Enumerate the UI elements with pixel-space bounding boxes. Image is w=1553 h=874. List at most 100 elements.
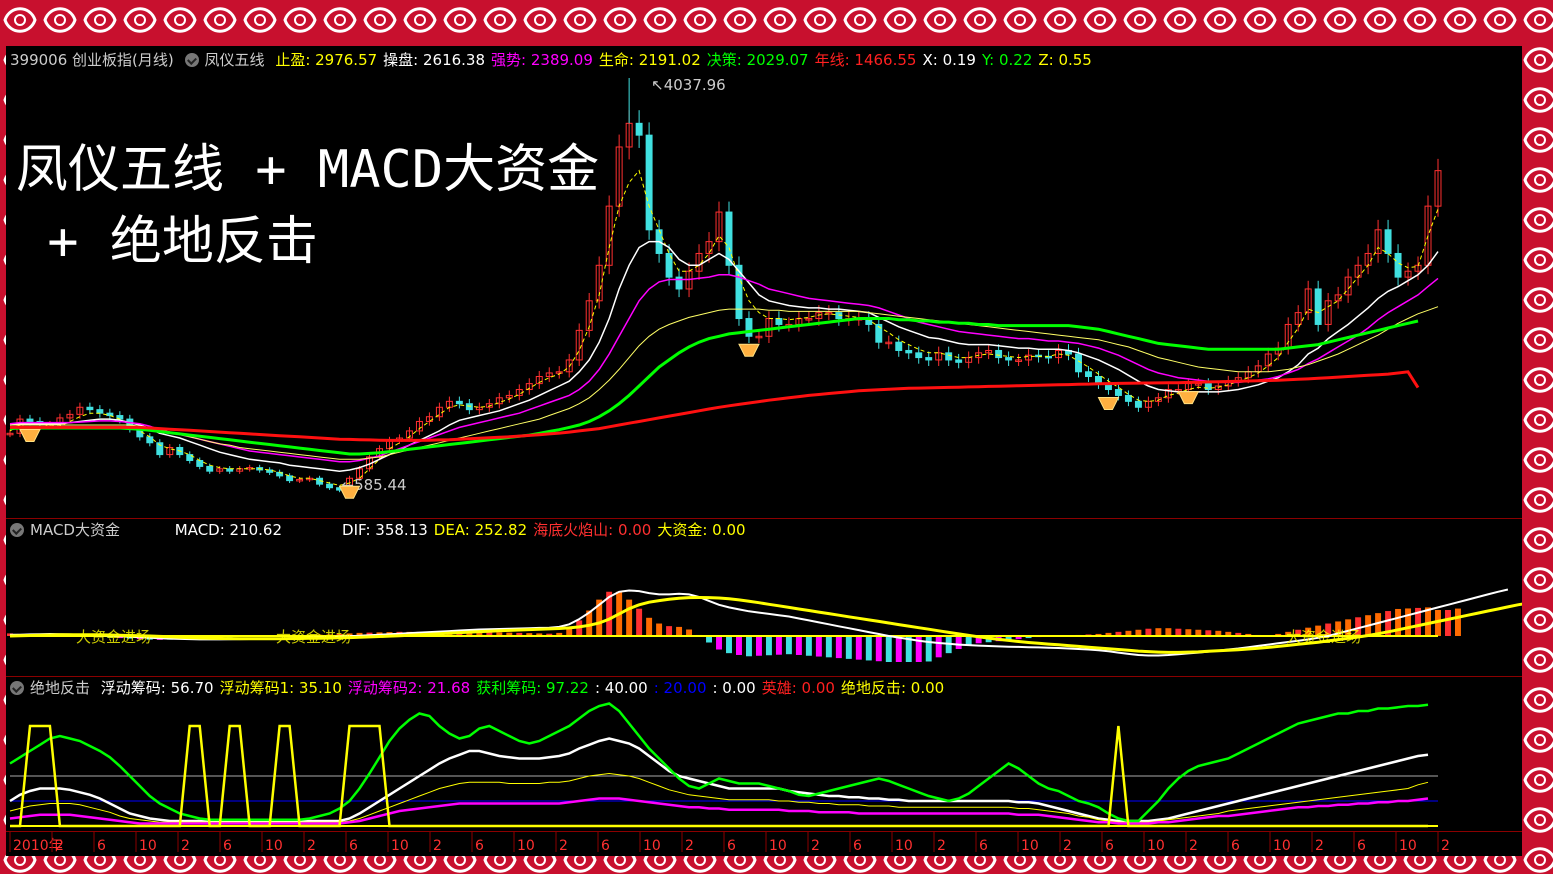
candle-body xyxy=(106,412,114,417)
jdfj-item: 浮动筹码: 56.70 xyxy=(100,679,214,697)
candle-body xyxy=(495,397,503,405)
macd-annotation: 大资金进场 xyxy=(276,628,351,646)
x-tick-label: 6 xyxy=(853,838,862,854)
candle-body xyxy=(905,349,913,354)
candle-body xyxy=(535,376,543,385)
candle-body xyxy=(226,468,234,472)
ma-line-止盈 xyxy=(9,169,1439,486)
x-tick-label: 6 xyxy=(97,838,106,854)
ma-line-强势 xyxy=(9,274,1439,463)
main-legend: 399006 创业板指(月线) 凤仪五线 止盈: 2976.57 操盘: 2616… xyxy=(10,50,1104,70)
jdfj-item: : 40.00 xyxy=(594,679,648,697)
candle-body xyxy=(1324,300,1332,325)
candle-body xyxy=(645,134,653,231)
candle-body xyxy=(286,475,294,482)
x-tick-label: 6 xyxy=(601,838,610,854)
candle-body xyxy=(1204,383,1212,391)
main-item: 决策: 2029.07 xyxy=(706,51,809,69)
x-tick-label: 2 xyxy=(1315,838,1324,854)
x-tick-label: 2 xyxy=(559,838,568,854)
x-tick-label: 6 xyxy=(349,838,358,854)
candle-body xyxy=(665,252,673,278)
overlay-title-line-1: 凤仪五线 + MACD大资金 xyxy=(16,140,600,200)
main-item: Z: 0.55 xyxy=(1038,51,1092,69)
macd-legend: MACD大资金 MACD: 210.62 DIF: 358.13 DEA: 252.… xyxy=(10,520,758,540)
main-indicator-name: 凤仪五线 xyxy=(204,51,265,69)
candle-body xyxy=(585,300,593,331)
macd-item: DIF: 358.13 xyxy=(342,521,428,539)
candle-body xyxy=(1394,252,1402,278)
candle-body xyxy=(1114,389,1122,396)
candle-body xyxy=(805,318,813,321)
x-tick-label: 10 xyxy=(1399,838,1417,854)
jdfj-legend: 绝地反击 浮动筹码: 56.70 浮动筹码1: 35.10 浮动筹码2: 21.68… xyxy=(10,678,956,698)
indicator-toggle-icon[interactable] xyxy=(184,53,199,67)
jdfj-indicator-name: 绝地反击 xyxy=(30,679,91,697)
candle-body xyxy=(1154,397,1162,402)
candle-body xyxy=(196,460,204,467)
candle-body xyxy=(1384,229,1392,254)
jdfj-toggle-icon[interactable] xyxy=(10,681,24,695)
candle-body xyxy=(475,406,483,411)
candle-body xyxy=(595,264,603,302)
x-tick-label: 2010年 xyxy=(13,838,63,854)
candle-body xyxy=(405,430,413,439)
candle-body xyxy=(745,318,753,337)
chart-screen: ↖4037.96 ←585.44 大资金进场 大资金进场 大资金进场 2010年 2 6 10 2… xyxy=(6,46,1522,856)
macd-annotation: 大资金进场 xyxy=(76,628,151,646)
candle-body xyxy=(1134,400,1142,408)
candle-body xyxy=(895,341,903,351)
x-tick-label: 2 xyxy=(1063,838,1072,854)
macd-item: 大资金: 0.00 xyxy=(657,521,746,539)
x-tick-label: 10 xyxy=(1021,838,1039,854)
candle-body xyxy=(985,349,993,354)
macd-indicator-name: MACD大资金 xyxy=(30,521,120,539)
signal-marker-icon xyxy=(1177,391,1200,405)
main-item: 强势: 2389.09 xyxy=(491,51,593,69)
candle-body xyxy=(995,349,1003,359)
candle-body xyxy=(875,323,883,343)
main-item: X: 0.19 xyxy=(922,51,976,69)
candle-body xyxy=(156,442,164,456)
jdfj-item: 浮动筹码1: 35.10 xyxy=(219,679,342,697)
x-tick-label: 10 xyxy=(517,838,535,854)
x-tick-label: 2 xyxy=(1441,838,1450,854)
macd-item: MACD: 210.62 xyxy=(174,521,283,539)
macd-toggle-icon[interactable] xyxy=(10,523,24,537)
candle-body xyxy=(1144,400,1152,408)
main-item: Y: 0.22 xyxy=(981,51,1033,69)
candle-body xyxy=(266,469,274,473)
candle-body xyxy=(326,483,334,489)
candle-body xyxy=(455,400,463,405)
candle-body xyxy=(815,312,823,320)
x-tick-label: 10 xyxy=(1147,838,1165,854)
jdfj-item: 浮动筹码2: 21.68 xyxy=(347,679,471,697)
candle-body xyxy=(825,312,833,315)
overlay-title-line-2: + 绝地反击 xyxy=(16,212,318,272)
jdfj-line-浮动筹码2 xyxy=(9,797,1429,825)
x-tick-label: 6 xyxy=(727,838,736,854)
macd-annotation: 大资金进场 xyxy=(1286,628,1361,646)
candle-body xyxy=(1015,359,1023,362)
ma-line-年线 xyxy=(10,370,1420,442)
candle-body xyxy=(296,478,304,482)
x-tick-label: 2 xyxy=(685,838,694,854)
x-tick-label: 10 xyxy=(139,838,157,854)
x-tick-label: 6 xyxy=(223,838,232,854)
signal-marker-icon xyxy=(1097,397,1120,411)
ma-line-决策 xyxy=(9,317,1419,456)
jdfj-item: 英雄: 0.00 xyxy=(761,679,835,697)
jdfj-item: : 0.00 xyxy=(712,679,756,697)
candle-body xyxy=(6,432,14,436)
x-tick-label: 10 xyxy=(895,838,913,854)
candle-body xyxy=(66,413,74,419)
candle-body xyxy=(1075,353,1082,373)
candle-body xyxy=(1264,353,1272,367)
candle-body xyxy=(26,418,34,422)
x-tick-label: 6 xyxy=(475,838,484,854)
candle-body xyxy=(635,122,643,136)
candle-body xyxy=(565,359,573,373)
x-tick-label: 6 xyxy=(1105,838,1114,854)
candle-body xyxy=(356,468,363,479)
